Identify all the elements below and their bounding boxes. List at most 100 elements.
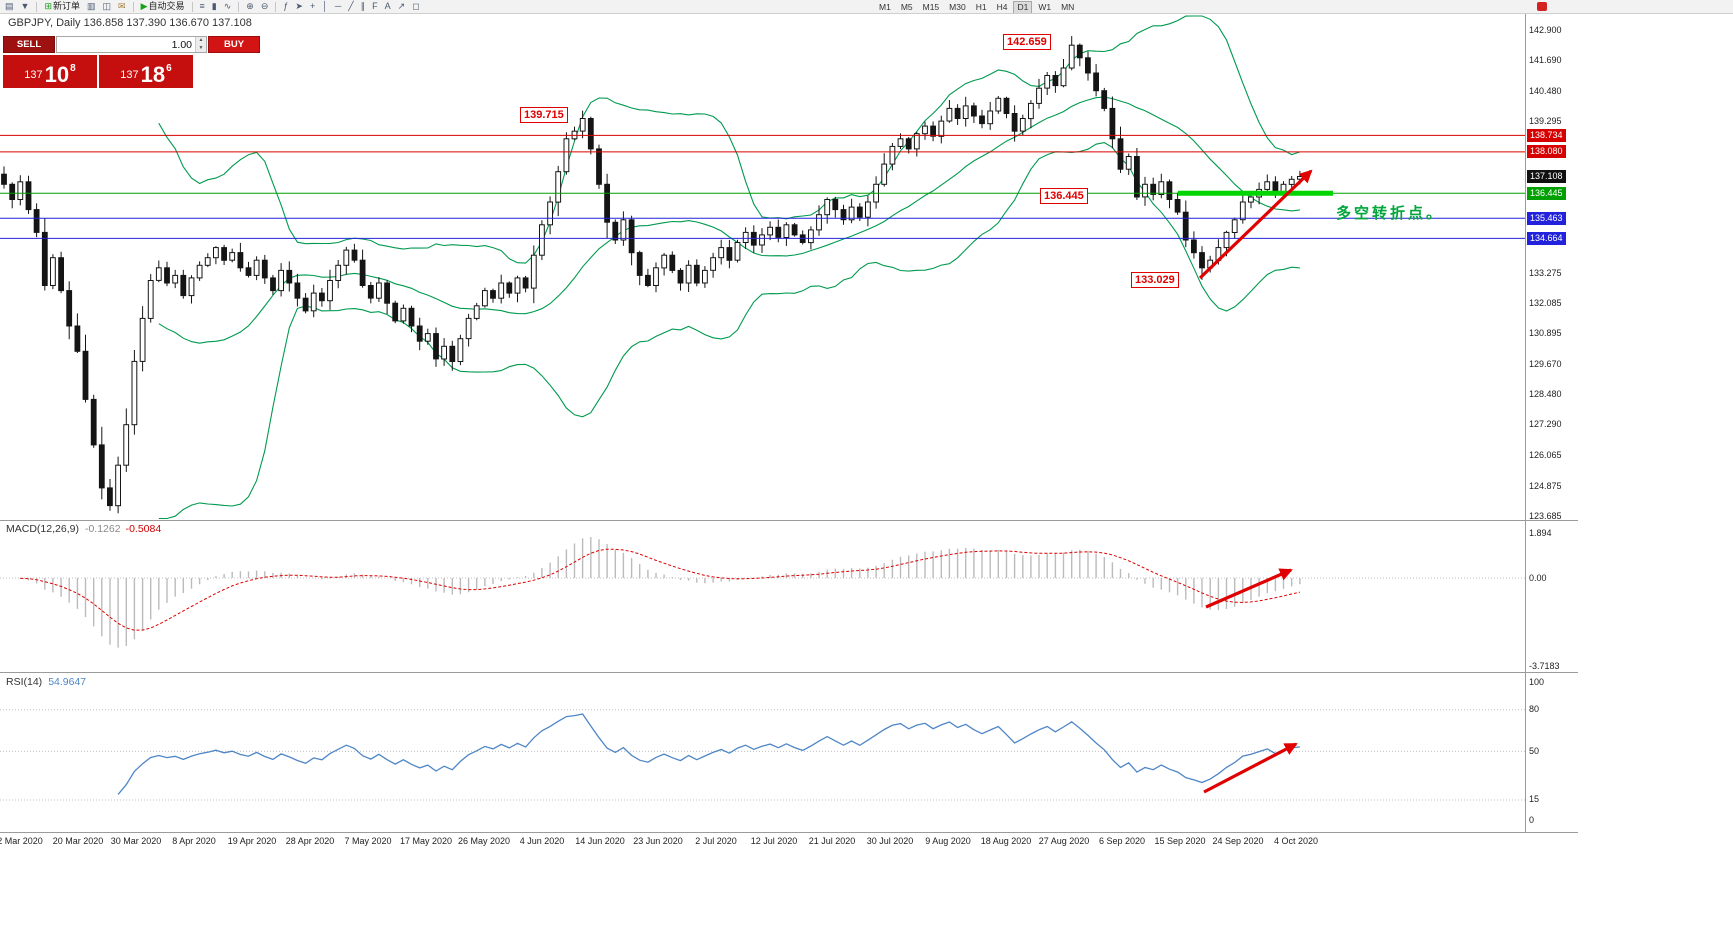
time-axis-label: 28 Apr 2020 bbox=[285, 836, 335, 846]
macd-axis-label: 1.894 bbox=[1529, 527, 1552, 538]
time-axis-label: 15 Sep 2020 bbox=[1154, 836, 1206, 846]
cursor-icon[interactable]: ➤ bbox=[295, 1, 303, 11]
data-window-icon[interactable]: ◫ bbox=[102, 1, 112, 11]
arrows-icon[interactable]: ↗ bbox=[397, 1, 406, 11]
annotation-text[interactable]: 多空转折点。 bbox=[1336, 205, 1445, 222]
time-axis-label: 19 Apr 2020 bbox=[227, 836, 277, 846]
price-callout[interactable]: 133.029 bbox=[1131, 272, 1179, 288]
fibonacci-icon[interactable]: F bbox=[372, 1, 378, 11]
sell-price-pipette: 8 bbox=[70, 63, 76, 74]
price-axis-label: 130.895 bbox=[1529, 328, 1562, 339]
mailbox-icon[interactable]: ✉ bbox=[118, 1, 126, 11]
price-callout[interactable]: 139.715 bbox=[520, 107, 568, 123]
time-axis-label: 26 May 2020 bbox=[457, 836, 511, 846]
timeframe-m1-button[interactable]: M1 bbox=[879, 1, 891, 12]
new-order-button-label: 新订单 bbox=[52, 1, 80, 11]
price-callout[interactable]: 142.659 bbox=[1003, 34, 1051, 50]
new-chart-icon[interactable]: ▤ bbox=[5, 1, 14, 11]
macd-main-value: -0.1262 bbox=[84, 523, 121, 535]
timeframe-m15-button[interactable]: M15 bbox=[922, 1, 940, 12]
indicators-icon[interactable]: ƒ bbox=[283, 1, 289, 11]
rsi-axis-label: 80 bbox=[1529, 704, 1540, 715]
price-axis-label: 141.690 bbox=[1529, 55, 1562, 66]
price-axis-line-label: 138.080 bbox=[1527, 145, 1566, 159]
toolbar: ▤ ▼ ⊞ 新订单 ▥ ◫ ✉ ▶ 自动交易 ≡ ▮ ∿ ⊕ ⊖ ƒ ➤ + │ ─ ╱ ∥ F A ↗ ◻ M1 M5 M15 M30… bbox=[0, 0, 1733, 14]
macd-axis-label: -3.7183 bbox=[1529, 660, 1560, 671]
volume-spinner: ▲ ▼ bbox=[195, 37, 206, 52]
chart-profiles-icon[interactable]: ▼ bbox=[20, 1, 30, 11]
time-axis-label: 4 Jun 2020 bbox=[519, 836, 565, 846]
price-axis-label: 127.290 bbox=[1529, 419, 1562, 430]
rsi-indicator-label: RSI(14) 54.9647 bbox=[6, 676, 86, 688]
zoom-out-icon[interactable]: ⊖ bbox=[260, 1, 269, 11]
price-axis-label: 132.085 bbox=[1529, 298, 1562, 309]
time-axis-label: 9 Aug 2020 bbox=[925, 836, 971, 846]
macd-indicator-label: MACD(12,26,9) -0.1262 -0.5084 bbox=[6, 523, 161, 535]
one-click-price-row: 137 10 8 137 18 6 bbox=[3, 55, 193, 88]
price-axis-line-label: 137.108 bbox=[1527, 170, 1566, 184]
crosshair-icon[interactable]: + bbox=[309, 1, 316, 11]
timeframe-mn-button[interactable]: MN bbox=[1061, 1, 1075, 12]
timeframe-w1-button[interactable]: W1 bbox=[1038, 1, 1052, 12]
chart-ohlc-readout: GBPJPY, Daily 136.858 137.390 136.670 13… bbox=[8, 17, 252, 29]
alert-icon[interactable] bbox=[1537, 2, 1547, 11]
volume-input[interactable] bbox=[57, 37, 195, 52]
sell-button[interactable]: SELL bbox=[3, 36, 55, 53]
sell-price-figure: 137 bbox=[24, 69, 43, 81]
equidistant-channel-icon[interactable]: ∥ bbox=[360, 1, 366, 11]
rsi-axis-label: 100 bbox=[1529, 676, 1545, 687]
autotrading-button-label: 自动交易 bbox=[148, 1, 185, 11]
price-axis-line-label: 135.463 bbox=[1527, 211, 1566, 225]
macd-name: MACD(12,26,9) bbox=[6, 523, 79, 535]
timeframe-m5-button[interactable]: M5 bbox=[900, 1, 913, 12]
zoom-in-icon[interactable]: ⊕ bbox=[246, 1, 254, 11]
timeframe-d1-button[interactable]: D1 bbox=[1013, 0, 1033, 13]
time-axis-label: 14 Jun 2020 bbox=[575, 836, 625, 846]
price-axis-label: 128.480 bbox=[1529, 389, 1562, 400]
rsi-axis-label: 0 bbox=[1529, 815, 1535, 826]
volume-increase-button[interactable]: ▲ bbox=[196, 37, 206, 45]
macd-axis-label: 0.00 bbox=[1529, 572, 1547, 583]
price-axis-label: 139.295 bbox=[1529, 115, 1562, 126]
rsi-axis-label: 50 bbox=[1529, 745, 1540, 756]
price-axis-line-label: 134.664 bbox=[1527, 231, 1566, 245]
price-axis-label: 123.685 bbox=[1529, 510, 1562, 521]
text-label-icon[interactable]: A bbox=[384, 1, 391, 11]
volume-control: ▲ ▼ bbox=[56, 36, 207, 53]
time-axis-label: 30 Mar 2020 bbox=[110, 836, 162, 846]
market-watch-icon[interactable]: ▥ bbox=[87, 1, 96, 11]
price-callout[interactable]: 136.445 bbox=[1040, 188, 1088, 204]
line-chart-icon[interactable]: ∿ bbox=[223, 1, 232, 11]
time-axis-label: 18 Aug 2020 bbox=[980, 836, 1032, 846]
macd-signal-value: -0.5084 bbox=[125, 523, 162, 535]
time-axis-label: 2 Mar 2020 bbox=[0, 836, 43, 846]
buy-price-pipette: 6 bbox=[166, 63, 172, 74]
time-axis-label: 30 Jul 2020 bbox=[866, 836, 914, 846]
rsi-axis-label: 15 bbox=[1529, 794, 1540, 805]
buy-button[interactable]: BUY bbox=[208, 36, 260, 53]
rsi-value: 54.9647 bbox=[48, 676, 87, 688]
timeframe-m30-button[interactable]: M30 bbox=[949, 1, 966, 12]
shapes-icon[interactable]: ◻ bbox=[412, 1, 420, 11]
time-axis-label: 4 Oct 2020 bbox=[1273, 836, 1319, 846]
bars-chart-icon[interactable]: ≡ bbox=[199, 1, 205, 11]
timeframe-h1-button[interactable]: H1 bbox=[975, 1, 987, 12]
buy-price-tile[interactable]: 137 18 6 bbox=[99, 55, 193, 88]
price-axis-label: 129.670 bbox=[1529, 359, 1562, 370]
autotrading-button[interactable]: ▶ 自动交易 bbox=[140, 1, 185, 11]
vertical-line-icon[interactable]: │ bbox=[322, 1, 328, 11]
time-axis-label: 7 May 2020 bbox=[344, 836, 392, 846]
timeframe-h4-button[interactable]: H4 bbox=[996, 1, 1008, 12]
candlesticks-icon[interactable]: ▮ bbox=[211, 1, 217, 11]
sell-price-tile[interactable]: 137 10 8 bbox=[3, 55, 97, 88]
buy-price-pips: 18 bbox=[140, 62, 166, 87]
price-axis-label: 124.875 bbox=[1529, 480, 1562, 491]
trendline-icon[interactable]: ╱ bbox=[348, 1, 354, 11]
volume-decrease-button[interactable]: ▼ bbox=[196, 44, 206, 52]
new-order-button[interactable]: ⊞ 新订单 bbox=[44, 1, 80, 11]
time-axis-label: 23 Jun 2020 bbox=[633, 836, 683, 846]
horizontal-line-icon[interactable]: ─ bbox=[334, 1, 342, 11]
time-axis-label: 17 May 2020 bbox=[399, 836, 453, 846]
